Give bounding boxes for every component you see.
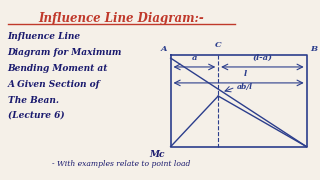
Text: l: l — [244, 70, 246, 78]
Text: A: A — [161, 45, 167, 53]
Text: Influence Line Diagram:-: Influence Line Diagram:- — [39, 12, 204, 25]
Text: A Given Section of: A Given Section of — [8, 80, 100, 89]
Text: Mc: Mc — [149, 150, 164, 159]
Text: Bending Moment at: Bending Moment at — [8, 64, 108, 73]
Text: (l-a): (l-a) — [252, 54, 272, 62]
Text: a: a — [192, 54, 197, 62]
Text: - With examples relate to point load: - With examples relate to point load — [52, 160, 191, 168]
Text: ab/l: ab/l — [237, 83, 253, 91]
Text: Diagram for Maximum: Diagram for Maximum — [8, 48, 122, 57]
Text: Influence Line: Influence Line — [8, 32, 81, 41]
Text: The Bean.: The Bean. — [8, 96, 59, 105]
Text: (Lecture 6): (Lecture 6) — [8, 110, 64, 119]
Text: C: C — [215, 41, 221, 49]
Text: B: B — [310, 45, 317, 53]
